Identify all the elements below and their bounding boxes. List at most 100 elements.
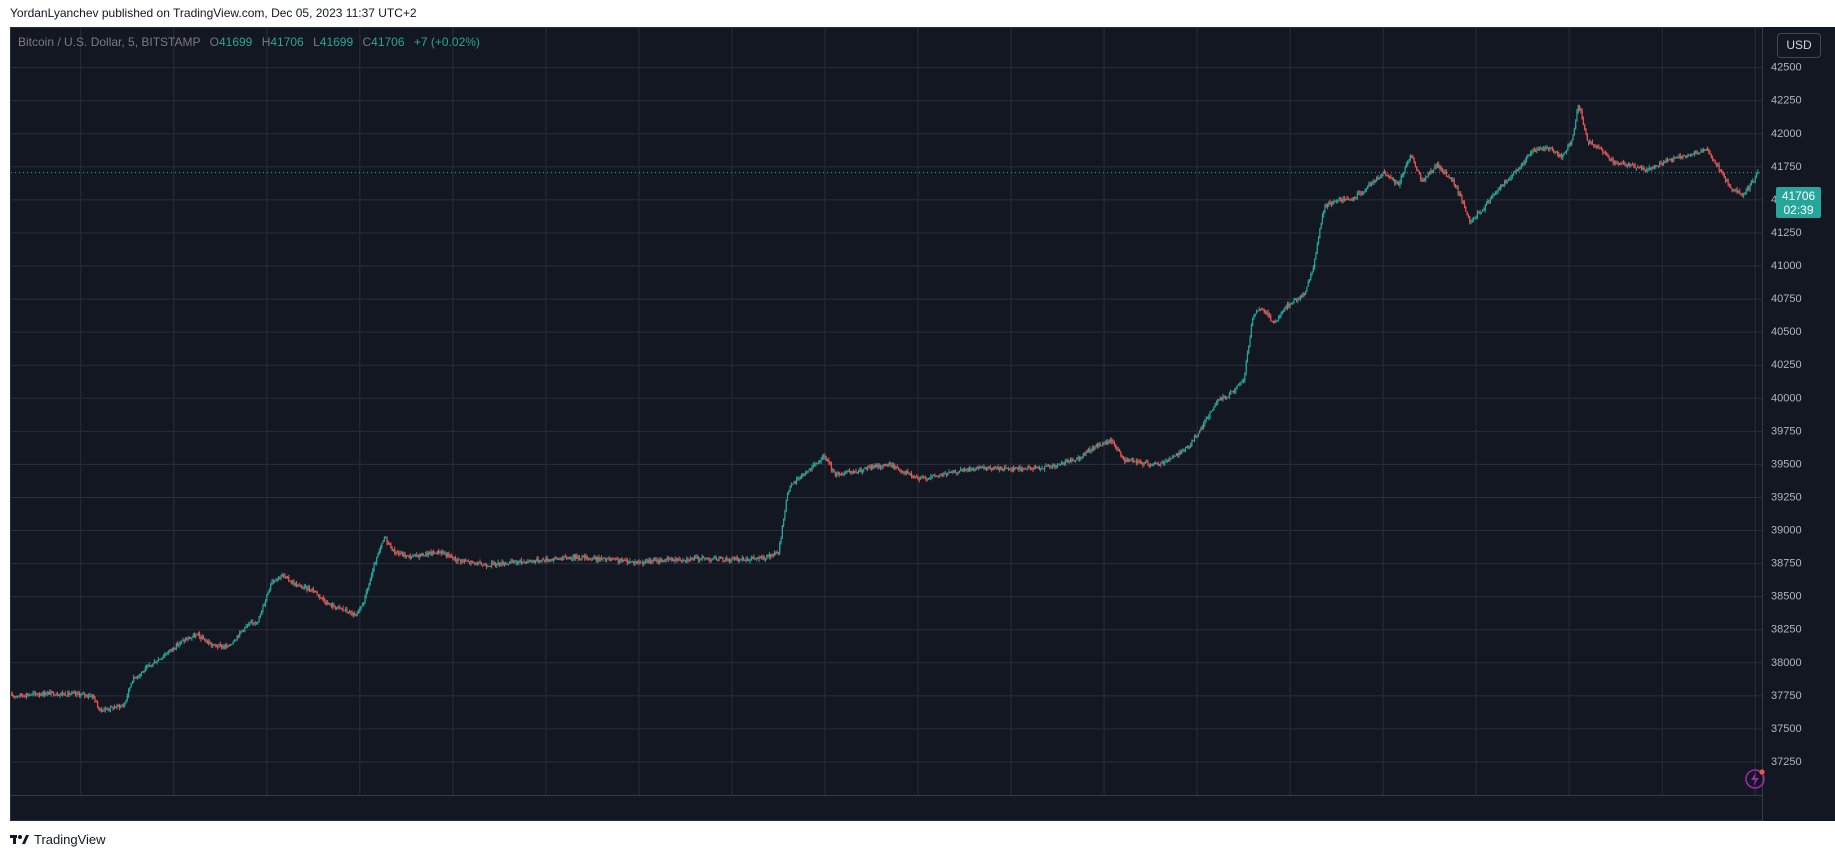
- candle-body: [686, 558, 688, 561]
- tradingview-logo-icon[interactable]: [10, 833, 30, 845]
- candle-body: [341, 608, 343, 610]
- candle-body: [1426, 176, 1428, 178]
- candle-body: [447, 553, 449, 557]
- candle-body: [1165, 460, 1167, 463]
- candle-body: [85, 694, 87, 696]
- candle-body: [131, 681, 134, 684]
- candle-body: [149, 664, 152, 666]
- candle-body: [461, 560, 463, 563]
- candle-body: [1568, 143, 1570, 146]
- currency-button[interactable]: USD: [1777, 33, 1821, 58]
- candle-body: [1262, 309, 1264, 311]
- candle-body: [992, 469, 994, 471]
- candle-body: [162, 656, 165, 658]
- candle-body: [81, 693, 83, 695]
- candle-body: [965, 469, 967, 471]
- candle-body: [24, 696, 26, 698]
- price-tick-label: 39000: [1771, 525, 1802, 537]
- candle-body: [1608, 157, 1610, 159]
- candle-body: [491, 562, 493, 566]
- candle-body: [246, 625, 249, 627]
- candle-body: [1472, 218, 1475, 221]
- candle-body: [156, 661, 158, 664]
- candle-body: [242, 629, 245, 631]
- lightning-icon[interactable]: [1744, 768, 1766, 790]
- candle-body: [1264, 312, 1267, 314]
- candle-body: [262, 606, 264, 611]
- candle-body: [951, 472, 953, 474]
- candle-body: [338, 606, 340, 608]
- candle-body: [138, 675, 140, 677]
- symbol-name[interactable]: Bitcoin / U.S. Dollar, 5, BITSTAMP: [18, 35, 201, 49]
- candle-body: [876, 464, 878, 468]
- candle-body: [1507, 179, 1510, 181]
- candle-body: [1661, 163, 1663, 165]
- candle-body: [423, 555, 426, 557]
- candle-body: [217, 646, 219, 648]
- candle-body: [1580, 108, 1582, 111]
- candle-body: [903, 471, 905, 473]
- candle-body: [1732, 190, 1734, 192]
- candle-body: [883, 464, 886, 466]
- candlestick-chart[interactable]: Dec06:0012:0018:00206:0012:0018:00306:00…: [11, 28, 1776, 821]
- candle-body: [573, 555, 575, 559]
- candle-body: [346, 609, 348, 612]
- candle-body: [998, 467, 1001, 470]
- price-tick-label: 42000: [1771, 128, 1802, 140]
- candle-body: [1281, 311, 1283, 314]
- price-tick-label: 39250: [1771, 491, 1802, 503]
- footer-brand[interactable]: TradingView: [34, 831, 106, 847]
- candle-body: [206, 641, 208, 643]
- candle-body: [1365, 188, 1367, 190]
- candle-body: [841, 473, 843, 475]
- candle-body: [1080, 458, 1082, 460]
- candle-body: [675, 559, 677, 561]
- candle-body: [140, 672, 143, 674]
- candle-body: [723, 560, 725, 562]
- price-tick-label: 38500: [1771, 591, 1802, 603]
- candle-body: [918, 478, 920, 480]
- candle-body: [523, 561, 525, 563]
- candle-body: [443, 552, 445, 555]
- candle-body: [745, 559, 747, 561]
- candle-body: [1484, 205, 1486, 211]
- candle-body: [1169, 458, 1171, 461]
- candle-body: [1443, 171, 1445, 174]
- time-axis[interactable]: [11, 795, 1775, 820]
- candle-body: [978, 466, 980, 469]
- candle-body: [604, 557, 606, 560]
- candle-body: [838, 472, 840, 476]
- candle-body: [503, 564, 506, 566]
- candle-body: [1739, 191, 1741, 195]
- candle-body: [688, 560, 690, 562]
- candle-body: [531, 561, 533, 563]
- candle-body: [1060, 462, 1063, 465]
- candle-body: [554, 557, 556, 559]
- candle-body: [754, 558, 756, 560]
- candle-body: [1182, 450, 1184, 452]
- candle-body: [538, 560, 541, 562]
- candle-body: [1174, 455, 1176, 457]
- candle-body: [425, 552, 427, 556]
- candle-body: [1749, 185, 1751, 190]
- candle-body: [68, 692, 70, 695]
- candle-body: [121, 705, 123, 707]
- candle-body: [27, 694, 29, 696]
- candle-body: [1011, 468, 1013, 470]
- candle-body: [1031, 468, 1033, 470]
- candle-body: [401, 552, 404, 556]
- candle-body: [1671, 160, 1674, 162]
- candle-body: [921, 476, 923, 478]
- candle-body: [489, 565, 491, 567]
- candle-body: [1457, 187, 1459, 194]
- candle-body: [400, 552, 402, 555]
- candle-body: [666, 558, 668, 560]
- candle-body: [806, 471, 808, 474]
- candle-body: [1649, 167, 1652, 169]
- price-axis[interactable]: 37250 37500 37750 38000 38250 38500 38750 39000…: [1762, 27, 1835, 821]
- candle-body: [1201, 427, 1203, 429]
- high-value: 41706: [270, 35, 304, 49]
- candle-body: [1678, 155, 1680, 158]
- chart-pane[interactable]: Dec06:0012:0018:00206:0012:0018:00306:00…: [10, 27, 1776, 821]
- price-axis-labels: 37250 37500 37750 38000 38250 38500 38750 39000…: [1771, 62, 1802, 768]
